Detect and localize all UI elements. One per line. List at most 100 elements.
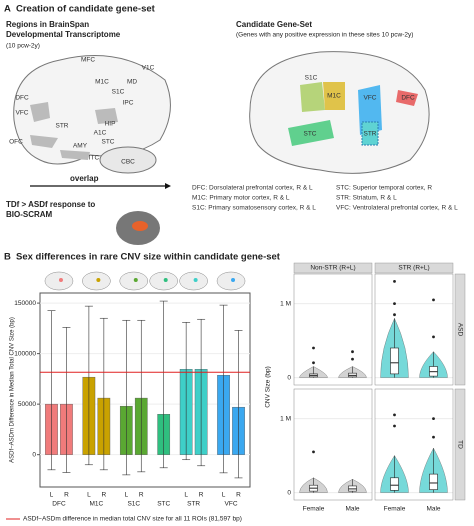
response: BIO-SCRAM	[6, 210, 53, 219]
region	[60, 150, 90, 160]
cerebellum	[99, 146, 157, 174]
group-label: STC	[157, 501, 170, 508]
key: S1C: Primary somatosensory cortex, R & L	[192, 205, 316, 212]
key: STC: Superior temporal cortex, R	[336, 185, 432, 192]
group-label: M1C	[90, 501, 104, 508]
heading-sub: (10 pcw-2y)	[6, 43, 40, 50]
heading: Regions in BrainSpan	[6, 20, 89, 29]
brain-icon	[179, 271, 208, 291]
response: TDf > ASDf response to	[6, 200, 95, 209]
strip	[374, 262, 454, 274]
outlier	[393, 424, 396, 428]
x-tick-label: R	[139, 492, 144, 499]
region-label: CBC	[121, 159, 135, 166]
group-label: DFC	[52, 501, 66, 508]
x-tick-label: R	[199, 492, 204, 499]
x-tick-label: Male	[345, 506, 359, 513]
brain-icon-region	[163, 278, 168, 282]
region-label: VFC	[16, 110, 29, 117]
brain	[249, 51, 430, 174]
panel-label: A	[4, 4, 11, 15]
y-tick-label: 50000	[18, 401, 36, 408]
region	[323, 82, 345, 110]
heading: Candidate Gene-Set	[236, 20, 312, 29]
region	[30, 135, 58, 148]
y-axis-label: ASDf−ASDm Difference in Median Total CNV…	[10, 317, 16, 463]
region	[288, 120, 334, 146]
brain-icon	[216, 271, 246, 291]
region-label: STC	[102, 139, 115, 146]
brain-scan-spot	[132, 221, 148, 231]
outlier	[393, 413, 396, 417]
strip-label: ASD	[456, 323, 463, 337]
strip	[454, 273, 466, 386]
brain-icon-region	[193, 278, 198, 282]
box	[429, 473, 438, 490]
region	[30, 102, 50, 122]
x-tick-label: Male	[426, 506, 440, 513]
group-label: STR	[187, 501, 200, 508]
region-label: A1C	[94, 130, 107, 137]
x-tick-label: L	[184, 492, 188, 499]
panel-label: B	[4, 252, 11, 263]
region-label: V1C	[142, 65, 155, 72]
strip	[293, 262, 373, 274]
outlier	[393, 280, 396, 283]
outlier	[393, 313, 396, 317]
panel-title: Creation of candidate gene-set	[16, 4, 156, 15]
x-tick-label: Female	[303, 506, 325, 513]
x-tick-label: Female	[384, 506, 406, 513]
y-tick-label: 1 M	[280, 415, 291, 422]
region-label: S1C	[112, 89, 125, 96]
x-tick-label: L	[222, 492, 226, 499]
region-label: ITC	[89, 155, 100, 162]
region-label: STR	[56, 123, 69, 130]
region-label: DFC	[401, 95, 415, 102]
region-label: MD	[127, 79, 137, 86]
x-tick-label: R	[102, 492, 107, 499]
region-label: M1C	[327, 93, 341, 100]
brain-icon-region	[96, 278, 101, 282]
region-label: M1C	[95, 79, 109, 86]
key: DFC: Dorsolateral prefrontal cortex, R &…	[192, 185, 313, 192]
heading-sub: (Genes with any positive expression in t…	[236, 32, 413, 39]
region-label: STC	[304, 131, 317, 138]
group-label: VFC	[225, 501, 238, 508]
brain-icon	[149, 271, 178, 291]
outlier	[432, 298, 435, 302]
outlier	[312, 450, 315, 454]
outlier	[432, 335, 435, 339]
outlier	[351, 350, 354, 354]
outlier	[351, 357, 354, 361]
brain	[13, 55, 171, 165]
y-tick-label: 0	[287, 374, 291, 381]
x-tick-label: L	[124, 492, 128, 499]
panel-title: Sex differences in rare CNV size within …	[16, 252, 281, 263]
outlier	[432, 417, 435, 420]
panel	[293, 273, 373, 386]
brain-icon	[44, 271, 74, 291]
outlier	[432, 435, 435, 439]
region	[300, 82, 325, 112]
y-axis-label: CNV Size (bp)	[265, 366, 272, 408]
panel	[293, 388, 373, 501]
region-label: HIP	[105, 121, 116, 128]
legend-label: ASDf−ASDm difference in median total CNV…	[23, 516, 242, 523]
panel	[374, 273, 454, 386]
group-label: S1C	[127, 501, 140, 508]
region-label: VFC	[364, 95, 377, 102]
y-tick-label: 0	[287, 489, 291, 496]
outlier	[312, 346, 315, 350]
y-tick-label: 0	[32, 451, 36, 458]
y-tick-label: 100000	[14, 350, 36, 357]
region	[95, 108, 118, 124]
x-tick-label: L	[87, 492, 91, 499]
region	[396, 90, 418, 106]
overlap-label: overlap	[70, 174, 99, 183]
key: M1C: Primary motor cortex, R & L	[192, 195, 290, 202]
outlier	[393, 302, 396, 305]
region	[361, 121, 379, 146]
brain-icon-region	[133, 278, 138, 282]
outlier	[312, 361, 315, 365]
